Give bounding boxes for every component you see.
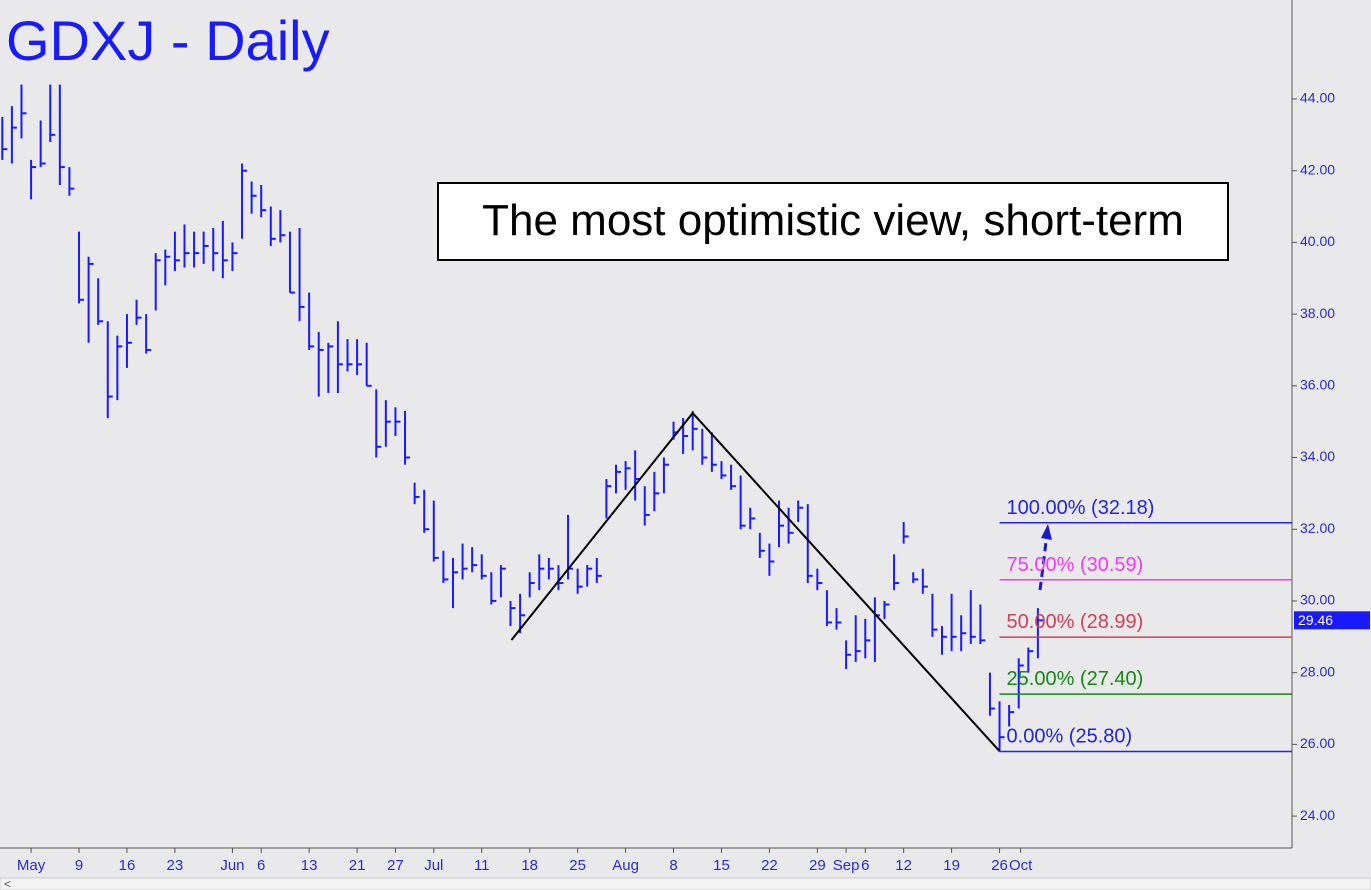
x-tick-label: 27: [387, 857, 404, 874]
x-tick-label: Jun: [220, 857, 244, 874]
x-tick-label: 29: [809, 857, 826, 874]
x-tick-label: 18: [521, 857, 538, 874]
last-price-label: 29.46: [1298, 612, 1333, 628]
y-tick-label: 38.00: [1300, 305, 1335, 321]
y-tick-label: 26.00: [1300, 735, 1335, 751]
price-bars: [1, 84, 1043, 752]
x-tick-label: 21: [349, 857, 366, 874]
x-tick-label: 19: [943, 857, 960, 874]
y-tick-label: 36.00: [1300, 377, 1335, 393]
x-tick-label: 23: [167, 857, 184, 874]
annotation: The most optimistic view, short-term: [482, 196, 1184, 245]
y-tick-label: 28.00: [1300, 663, 1335, 679]
x-tick-label: 25: [569, 857, 586, 874]
x-tick-label: May: [17, 857, 46, 874]
y-tick-label: 24.00: [1300, 807, 1335, 823]
scrollbar[interactable]: [0, 877, 1371, 890]
chart-title: GDXJ - Daily: [6, 9, 330, 72]
x-tick-label: Oct: [1009, 857, 1033, 874]
x-tick-label: 22: [761, 857, 778, 874]
y-tick-label: 30.00: [1300, 592, 1335, 608]
x-tick-label: 6: [257, 857, 265, 874]
annotation-box: [437, 182, 1229, 261]
x-tick-label: 13: [301, 857, 318, 874]
arrow-head: [1041, 524, 1052, 540]
x-tick-label: Sep: [833, 857, 860, 874]
scroll-left[interactable]: <: [4, 877, 11, 890]
y-tick-label: 42.00: [1300, 161, 1335, 177]
level-label: 25.00% (27.40): [1007, 668, 1144, 690]
y-tick-label: 34.00: [1300, 448, 1335, 464]
x-tick-label: 8: [669, 857, 677, 874]
y-tick-label: 40.00: [1300, 233, 1335, 249]
last-price-tag: [1294, 611, 1370, 630]
x-tick-label: 12: [895, 857, 912, 874]
x-tick-label: 16: [119, 857, 136, 874]
x-tick-label: 15: [713, 857, 730, 874]
x-tick-label: Jul: [424, 857, 443, 874]
x-tick-label: Aug: [612, 857, 639, 874]
level-label: 0.00% (25.80): [1007, 726, 1133, 748]
y-tick-label: 32.00: [1300, 520, 1335, 536]
level-label: 100.00% (32.18): [1007, 497, 1155, 519]
x-tick-label: 6: [861, 857, 869, 874]
zigzag-line: [510, 411, 1001, 752]
level-label: 75.00% (30.59): [1007, 554, 1144, 576]
level-label: 50.00% (28.99): [1007, 611, 1144, 633]
y-tick-label: 44.00: [1300, 90, 1335, 106]
x-tick-label: 11: [474, 857, 490, 874]
x-tick-label: 9: [75, 857, 83, 874]
x-tick-label: 26: [991, 857, 1008, 874]
projection-arrow: [1038, 524, 1052, 591]
